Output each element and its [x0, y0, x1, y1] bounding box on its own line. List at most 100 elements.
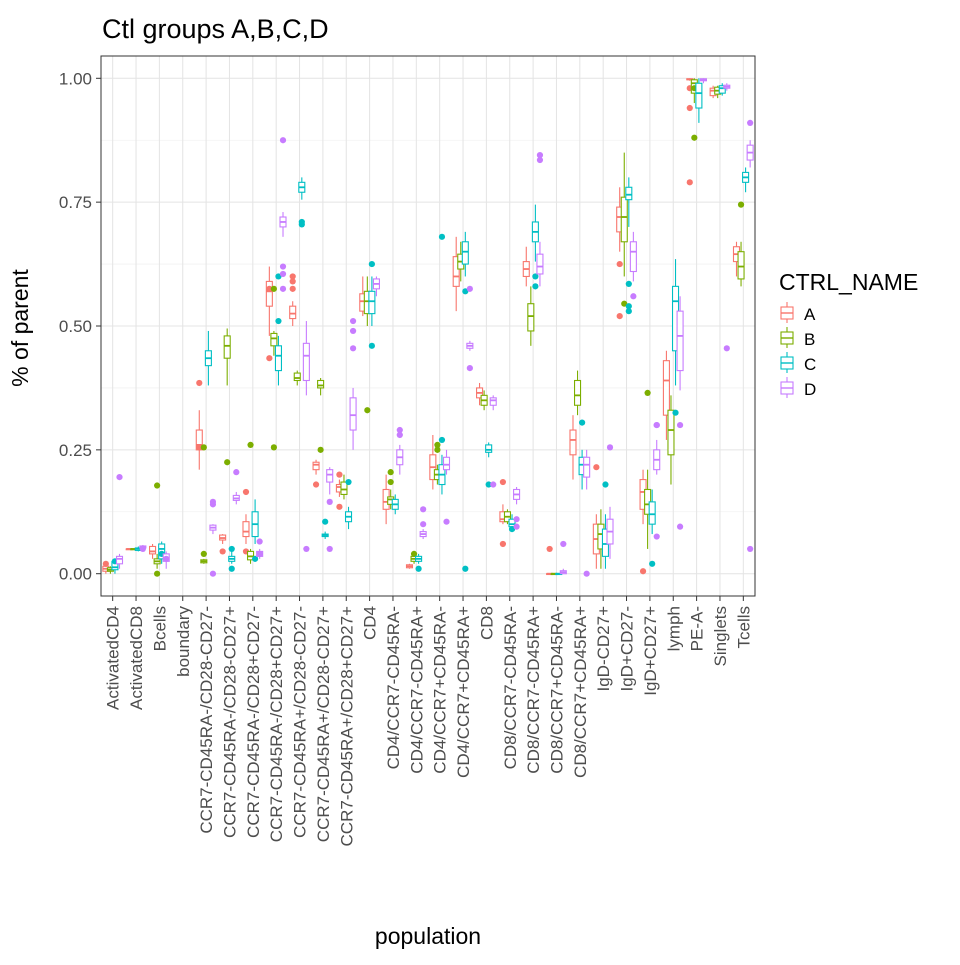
x-tick-label: IgD-CD27+: [594, 606, 613, 692]
outlier-point: [270, 285, 278, 292]
box-body: [662, 360, 670, 416]
box-A: [662, 350, 670, 440]
box-C: [251, 499, 259, 562]
outlier-point: [466, 365, 473, 372]
outlier-point: [621, 300, 628, 307]
legend-item-A: A: [780, 302, 816, 324]
outlier-point: [251, 555, 259, 562]
box-C: [742, 167, 750, 193]
box-body: [270, 332, 278, 347]
box-B: [503, 509, 512, 525]
outlier-point: [219, 548, 226, 555]
outlier-point: [616, 312, 623, 320]
outlier-point: [396, 431, 403, 439]
outlier-point: [499, 478, 507, 486]
outlier-point: [508, 526, 516, 533]
outlier-point: [326, 545, 333, 553]
box-body: [289, 305, 297, 320]
outlier-point: [443, 518, 450, 525]
box-body: [573, 379, 582, 406]
box-body: [667, 409, 675, 456]
box-body: [223, 335, 231, 359]
legend-title: CTRL_NAME: [779, 269, 918, 295]
outlier-point: [349, 327, 357, 335]
box-body: [274, 345, 283, 372]
outlier-point: [279, 270, 287, 278]
box-B: [527, 286, 535, 346]
box-C: [601, 481, 610, 569]
outlier-point: [466, 285, 473, 292]
outlier-point: [289, 273, 296, 280]
box-A: [335, 471, 343, 510]
box-A: [499, 478, 507, 548]
box-D: [606, 444, 614, 559]
outlier-point: [200, 444, 207, 451]
box-body: [149, 545, 157, 555]
box-body: [242, 521, 250, 538]
outlier-point: [139, 545, 146, 553]
outlier-point: [490, 481, 497, 488]
outlier-point: [593, 464, 600, 471]
x-tick-label: CD4/CCR7+CD45RA+: [454, 606, 473, 778]
outlier-point: [676, 421, 684, 429]
box-body: [340, 481, 348, 495]
box-body: [620, 196, 628, 243]
outlier-point: [536, 156, 544, 164]
box-C: [274, 273, 283, 386]
box-A: [616, 187, 624, 320]
box-D: [723, 83, 731, 352]
box-B: [737, 201, 745, 287]
box-D: [256, 538, 264, 559]
y-tick-label: 0.50: [59, 317, 92, 336]
box-D: [559, 540, 567, 575]
box-body: [293, 372, 301, 382]
box-body: [485, 444, 493, 453]
outlier-point: [163, 555, 170, 562]
box-A: [312, 459, 320, 488]
box-D: [302, 321, 310, 553]
box-D: [583, 449, 591, 577]
x-tick-label: CD4/CCR7-CD45RA-: [384, 606, 403, 769]
outlier-point: [298, 221, 305, 228]
outlier-point: [583, 570, 590, 577]
outlier-point: [275, 317, 282, 325]
outlier-point: [546, 545, 553, 553]
x-tick-label: CCR7-CD45RA+/CD28-CD27-: [291, 606, 310, 838]
outlier-point: [691, 134, 698, 141]
box-C: [228, 545, 236, 572]
x-tick-label: ActivatedCD8: [127, 606, 146, 710]
outlier-point: [560, 540, 567, 548]
box-D: [419, 506, 427, 540]
x-tick-label: CD8/CCR7+CD45RA+: [571, 606, 590, 778]
box-A: [429, 434, 437, 490]
outlier-point: [616, 260, 623, 268]
box-C: [578, 419, 586, 490]
box-B: [317, 378, 325, 453]
outlier-point: [349, 345, 357, 352]
box-body: [676, 310, 684, 372]
box-D: [746, 119, 754, 553]
outlier-point: [345, 478, 352, 486]
outlier-point: [256, 538, 263, 545]
box-B: [223, 328, 231, 466]
outlier-point: [420, 521, 427, 528]
box-body: [326, 469, 334, 483]
box-body: [648, 501, 656, 525]
x-tick-label: IgD+CD27+: [641, 606, 660, 696]
box-D: [536, 151, 544, 287]
outlier-point: [387, 478, 394, 486]
outlier-point: [336, 471, 343, 478]
box-C: [391, 494, 399, 515]
y-tick-label: 0.75: [59, 193, 92, 212]
x-tick-label: Tcells: [734, 606, 753, 649]
outlier-point: [532, 283, 539, 290]
x-tick-label: CCR7-CD45RA-/CD28-CD27-: [197, 606, 216, 834]
box-C: [438, 233, 446, 495]
legend-item-B: B: [780, 327, 815, 349]
box-body: [349, 397, 357, 431]
box-B: [363, 276, 371, 414]
box-B: [200, 444, 208, 564]
box-A: [265, 266, 273, 362]
outlier-point: [625, 280, 632, 287]
x-tick-label: CCR7-CD45RA-/CD28+CD27+: [267, 606, 286, 842]
